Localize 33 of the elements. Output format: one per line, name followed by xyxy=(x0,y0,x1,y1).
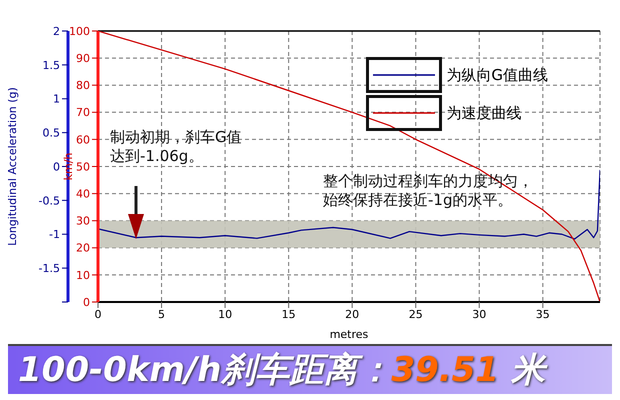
y-tick-label: 0.5 xyxy=(42,126,60,140)
y2-tick-label: 40 xyxy=(76,188,90,201)
y-tick-label: -1.5 xyxy=(38,262,60,276)
y2-tick-label: 90 xyxy=(76,52,90,66)
y2-tick-label: 60 xyxy=(76,133,90,146)
y2-tick-label: 20 xyxy=(76,242,90,255)
y2-tick-label: 0 xyxy=(83,296,90,309)
y-tick-label: 2 xyxy=(53,24,60,38)
line-series xyxy=(98,169,600,240)
y-tick-label: -1 xyxy=(49,228,60,242)
y2-tick-label: 100 xyxy=(69,24,90,38)
y2-tick-label: 50 xyxy=(76,160,90,174)
y-tick-label: -0.5 xyxy=(38,194,60,208)
y2-tick-label: 10 xyxy=(76,268,90,282)
y2-tick-label: 80 xyxy=(76,79,90,92)
y2-axis-title: km/h xyxy=(62,152,75,180)
y-tick-label: 1 xyxy=(53,92,60,106)
y-axis-title: Longitudinal Acceleration (g) xyxy=(6,87,19,246)
x-tick-label: 35 xyxy=(536,308,550,321)
y-tick-label: 0 xyxy=(53,160,60,174)
x-tick-label: 20 xyxy=(345,308,360,321)
x-tick-label: 0 xyxy=(94,308,102,321)
x-tick-label: 10 xyxy=(218,308,232,321)
legend-label: 为速度曲线 xyxy=(446,104,522,122)
x-tick-label: 5 xyxy=(158,308,166,321)
y2-tick-label: 70 xyxy=(76,106,90,120)
x-tick-label: 15 xyxy=(282,308,296,321)
x-tick-label: 25 xyxy=(408,308,423,321)
legend-label: 为纵向G值曲线 xyxy=(446,66,548,84)
y-tick-label: 1.5 xyxy=(42,58,60,72)
x-axis-title: metres xyxy=(330,328,369,341)
x-tick-label: 30 xyxy=(472,308,486,321)
y2-tick-label: 30 xyxy=(76,214,90,228)
